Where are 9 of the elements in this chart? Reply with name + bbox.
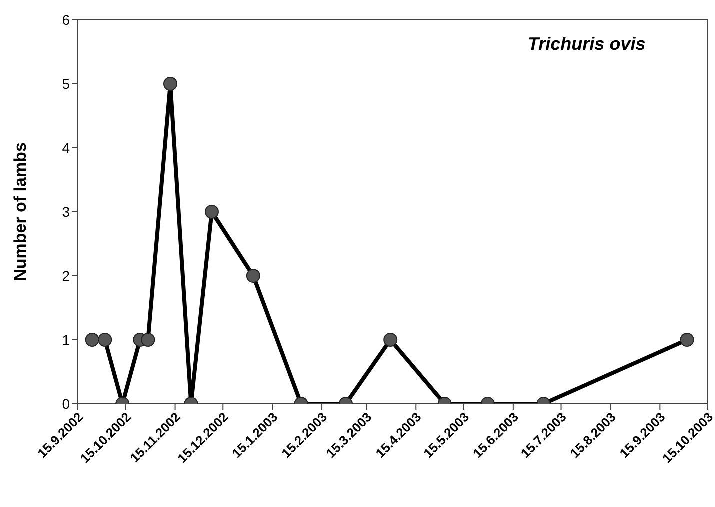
y-tick-label: 2 [62,268,70,284]
annotation: Trichuris ovis [528,34,646,55]
y-axis-title: Number of lambs [11,142,30,282]
y-tick-label: 3 [62,204,70,220]
y-tick-label: 4 [62,140,70,156]
y-tick-label: 1 [62,332,70,348]
y-tick-label: 0 [62,396,70,412]
y-tick-label: 6 [62,12,70,28]
y-tick-label: 5 [62,76,70,92]
